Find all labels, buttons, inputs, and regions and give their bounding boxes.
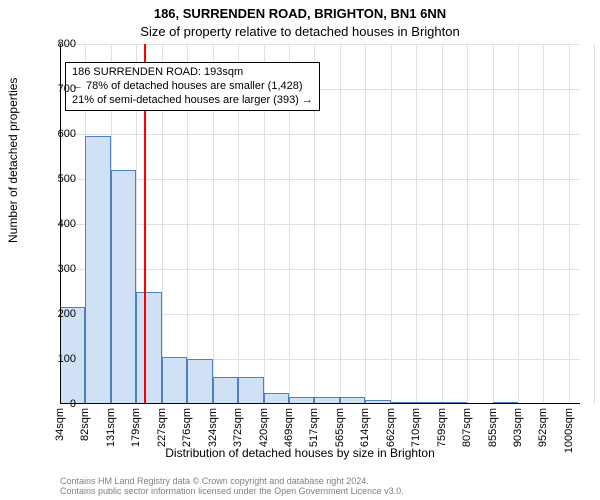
x-tick-label: 855sqm [487, 408, 499, 447]
gridline-h [60, 134, 580, 135]
histogram-bar [162, 357, 187, 404]
plot-area: 186 SURRENDEN ROAD: 193sqm← 78% of detac… [60, 44, 580, 404]
x-tick-label: 903sqm [512, 408, 524, 447]
x-tick-label: 759sqm [436, 408, 448, 447]
y-tick-label: 700 [58, 83, 76, 95]
annotation-line2: ← 78% of detached houses are smaller (1,… [72, 80, 313, 94]
histogram-bar [238, 377, 263, 404]
y-tick-label: 800 [58, 38, 76, 50]
x-tick-label: 662sqm [385, 408, 397, 447]
gridline-v [391, 44, 392, 404]
gridline-h [60, 179, 580, 180]
gridline-v [493, 44, 494, 404]
chart-title-subtitle: Size of property relative to detached ho… [0, 24, 600, 39]
histogram-bar [111, 170, 136, 404]
y-tick-label: 200 [58, 308, 76, 320]
x-axis-line [60, 403, 580, 404]
y-tick-label: 500 [58, 173, 76, 185]
gridline-v [340, 44, 341, 404]
gridline-v [416, 44, 417, 404]
x-tick-label: 1000sqm [563, 408, 575, 453]
gridline-v [442, 44, 443, 404]
histogram-bar [187, 359, 212, 404]
x-tick-label: 179sqm [130, 408, 142, 447]
x-tick-label: 565sqm [334, 408, 346, 447]
y-tick-label: 400 [58, 218, 76, 230]
y-tick-label: 100 [58, 353, 76, 365]
x-tick-label: 807sqm [461, 408, 473, 447]
x-tick-label: 34sqm [54, 408, 66, 441]
x-tick-label: 227sqm [156, 408, 168, 447]
gridline-v [467, 44, 468, 404]
y-tick-label: 600 [58, 128, 76, 140]
attribution-line2: Contains public sector information licen… [60, 486, 588, 496]
gridline-v [594, 44, 595, 404]
histogram-bar [85, 136, 110, 404]
gridline-h [60, 44, 580, 45]
x-tick-label: 82sqm [79, 408, 91, 441]
x-axis-label: Distribution of detached houses by size … [0, 446, 600, 460]
x-tick-label: 517sqm [308, 408, 320, 447]
y-tick-label: 300 [58, 263, 76, 275]
gridline-v [518, 44, 519, 404]
attribution-line1: Contains HM Land Registry data © Crown c… [60, 476, 588, 486]
x-tick-label: 710sqm [410, 408, 422, 447]
chart-title-address: 186, SURRENDEN ROAD, BRIGHTON, BN1 6NN [0, 6, 600, 21]
y-axis-label: Number of detached properties [6, 78, 20, 243]
annotation-line3: 21% of semi-detached houses are larger (… [72, 94, 313, 108]
x-tick-label: 372sqm [232, 408, 244, 447]
x-tick-label: 614sqm [359, 408, 371, 447]
x-tick-label: 420sqm [258, 408, 270, 447]
gridline-h [60, 224, 580, 225]
y-tick-label: 0 [70, 398, 76, 410]
histogram-bar [136, 292, 161, 405]
gridline-v [365, 44, 366, 404]
attribution-text: Contains HM Land Registry data © Crown c… [60, 476, 588, 496]
x-tick-label: 469sqm [283, 408, 295, 447]
annotation-box: 186 SURRENDEN ROAD: 193sqm← 78% of detac… [65, 62, 320, 111]
x-tick-label: 952sqm [537, 408, 549, 447]
annotation-line1: 186 SURRENDEN ROAD: 193sqm [72, 66, 313, 80]
histogram-bar [213, 377, 238, 404]
x-tick-label: 131sqm [105, 408, 117, 447]
gridline-h [60, 269, 580, 270]
x-tick-label: 324sqm [207, 408, 219, 447]
x-tick-label: 276sqm [181, 408, 193, 447]
gridline-v [569, 44, 570, 404]
gridline-v [543, 44, 544, 404]
